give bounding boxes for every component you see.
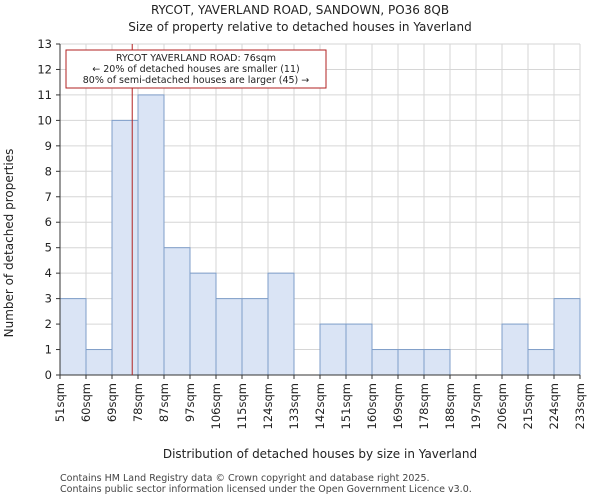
x-tick-label: 215sqm bbox=[521, 383, 535, 429]
bar bbox=[189, 272, 217, 376]
y-tick-label: 13 bbox=[37, 37, 52, 51]
y-tick-label: 7 bbox=[45, 190, 52, 204]
x-tick-label: 133sqm bbox=[287, 383, 301, 429]
bar bbox=[319, 323, 347, 376]
x-tick-label: 197sqm bbox=[469, 383, 483, 429]
x-tick-label: 69sqm bbox=[105, 383, 119, 422]
x-tick-label: 97sqm bbox=[183, 383, 197, 422]
x-axis-label: Distribution of detached houses by size … bbox=[163, 447, 477, 461]
x-tick-label: 188sqm bbox=[443, 383, 457, 429]
bar bbox=[371, 349, 399, 376]
x-tick-label: 142sqm bbox=[313, 383, 327, 429]
y-tick-label: 1 bbox=[45, 343, 52, 357]
x-tick-label: 178sqm bbox=[417, 383, 431, 429]
y-tick-label: 6 bbox=[45, 215, 52, 229]
y-tick-label: 10 bbox=[37, 113, 52, 127]
x-tick-label: 51sqm bbox=[53, 383, 67, 422]
y-tick-label: 0 bbox=[45, 368, 52, 382]
bar bbox=[553, 298, 581, 376]
bars bbox=[59, 94, 581, 376]
y-tick-label: 12 bbox=[37, 62, 52, 76]
x-tick-label: 169sqm bbox=[391, 383, 405, 429]
x-tick-label: 206sqm bbox=[495, 383, 509, 429]
y-tick-label: 2 bbox=[45, 317, 52, 331]
x-tick-label: 224sqm bbox=[547, 383, 561, 429]
y-tick-label: 11 bbox=[37, 88, 52, 102]
x-tick-label: 124sqm bbox=[261, 383, 275, 429]
bar bbox=[423, 349, 451, 376]
annotation-box: RYCOT YAVERLAND ROAD: 76sqm ← 20% of det… bbox=[65, 49, 327, 89]
annotation-line-2: ← 20% of detached houses are smaller (11… bbox=[92, 64, 299, 75]
annotation-frame bbox=[65, 49, 327, 89]
y-tick-label: 8 bbox=[45, 164, 52, 178]
y-tick-label: 3 bbox=[45, 292, 52, 306]
bar bbox=[345, 323, 373, 376]
footer-line-2: Contains public sector information licen… bbox=[60, 484, 472, 495]
bar bbox=[85, 349, 113, 376]
bar bbox=[163, 247, 191, 376]
annotation-line-1: RYCOT YAVERLAND ROAD: 76sqm bbox=[116, 53, 276, 64]
bar bbox=[527, 349, 555, 376]
bar bbox=[501, 323, 529, 376]
bar bbox=[111, 119, 139, 376]
y-tick-label: 4 bbox=[45, 266, 52, 280]
y-axis-label: Number of detached properties bbox=[2, 149, 16, 338]
annotation-line-3: 80% of semi-detached houses are larger (… bbox=[83, 75, 310, 86]
bar bbox=[59, 298, 87, 376]
x-tick-label: 60sqm bbox=[79, 383, 93, 422]
bar bbox=[241, 298, 269, 376]
chart-title: RYCOT, YAVERLAND ROAD, SANDOWN, PO36 8QB bbox=[151, 3, 449, 17]
x-tick-label: 78sqm bbox=[131, 383, 145, 422]
x-tick-label: 160sqm bbox=[365, 383, 379, 429]
bar bbox=[267, 272, 295, 376]
x-ticks: 51sqm 60sqm 69sqm 78sqm 87sqm 97sqm 106sqm 115s… bbox=[53, 375, 587, 429]
x-tick-label: 233sqm bbox=[573, 383, 587, 429]
x-tick-label: 151sqm bbox=[339, 383, 353, 429]
bar bbox=[137, 94, 165, 376]
x-tick-label: 106sqm bbox=[209, 383, 223, 429]
bar bbox=[215, 298, 243, 376]
chart-subtitle: Size of property relative to detached ho… bbox=[128, 20, 471, 34]
bar bbox=[397, 349, 425, 376]
x-tick-label: 87sqm bbox=[157, 383, 171, 422]
y-tick-label: 5 bbox=[45, 241, 52, 255]
footer-line-1: Contains HM Land Registry data © Crown c… bbox=[60, 473, 430, 484]
x-tick-label: 115sqm bbox=[235, 383, 249, 429]
y-tick-label: 9 bbox=[45, 139, 52, 153]
